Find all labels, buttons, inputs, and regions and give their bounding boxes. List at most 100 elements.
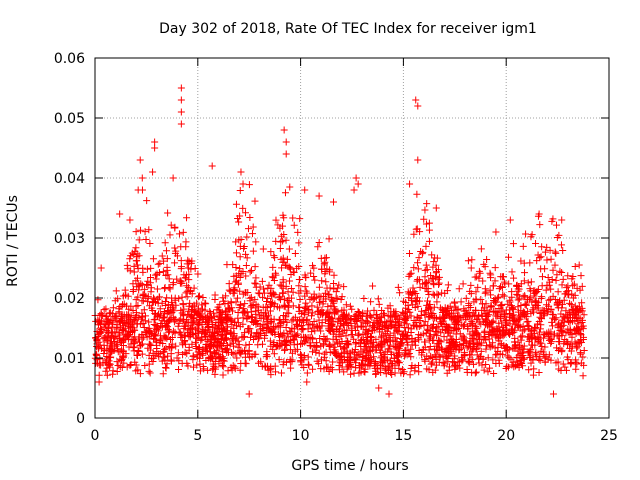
data-point [478,300,486,308]
data-point [354,315,362,323]
data-point [206,343,214,351]
data-point [395,349,403,357]
data-point [511,342,519,350]
data-point [357,322,365,330]
data-point [366,347,374,355]
data-point [430,331,438,339]
data-point [497,341,505,349]
data-point [254,335,262,343]
data-point [396,289,404,297]
data-point [509,358,517,366]
data-point [458,321,466,329]
data-point [186,324,194,332]
data-point [234,337,242,345]
data-point [556,267,564,275]
data-points [91,84,588,398]
data-point [141,317,149,325]
data-point [352,340,360,348]
data-point [149,168,157,176]
data-point [420,215,428,223]
data-point [147,330,155,338]
data-point [410,337,418,345]
data-point [455,285,463,293]
data-point [514,361,522,369]
data-point [482,345,490,353]
data-point [117,356,125,364]
data-point [575,303,583,311]
data-point [366,333,374,341]
data-point [159,268,167,276]
data-point [282,324,290,332]
data-point [555,365,563,373]
data-point [243,233,251,241]
data-point [552,314,560,322]
data-point [120,352,128,360]
data-point [255,334,263,342]
data-point [425,301,433,309]
data-point [327,322,335,330]
data-point [371,326,379,334]
data-point [424,313,432,321]
data-point [294,323,302,331]
data-point [344,363,352,371]
data-point [247,303,255,311]
data-point [150,331,158,339]
data-point [569,294,577,302]
data-point [372,335,380,343]
data-point [154,324,162,332]
data-point [308,321,316,329]
data-point [263,298,271,306]
y-tick-label: 0 [76,411,85,427]
data-point [501,310,509,318]
data-point [177,257,185,265]
data-point [374,365,382,373]
data-point [506,320,514,328]
data-point [192,338,200,346]
data-point [493,324,501,332]
data-point [578,282,586,290]
data-point [558,304,566,312]
data-point [413,298,421,306]
data-point [276,281,284,289]
data-point [479,277,487,285]
data-point [194,270,202,278]
data-point [557,323,565,331]
data-point [254,341,262,349]
data-point [381,363,389,371]
data-point [384,304,392,312]
data-point [275,356,283,364]
data-point [388,313,396,321]
data-point [198,301,206,309]
data-point [285,277,293,285]
data-point [413,225,421,233]
data-point [129,287,137,295]
data-point [552,276,560,284]
data-point [430,345,438,353]
data-point [343,326,351,334]
data-point [259,321,267,329]
data-point [239,267,247,275]
data-point [538,243,546,251]
data-point [498,301,506,309]
data-point [208,353,216,361]
data-point [183,350,191,358]
data-point [578,299,586,307]
data-point [543,256,551,264]
data-point [252,238,260,246]
data-point [130,324,138,332]
data-point [564,282,572,290]
data-point [177,243,185,251]
data-point [509,240,517,248]
data-point [210,362,218,370]
data-point [279,237,287,245]
data-point [296,276,304,284]
data-point [395,358,403,366]
data-point [433,298,441,306]
data-point [121,291,129,299]
data-point [519,327,527,335]
data-point [278,264,286,272]
data-point [524,307,532,315]
data-point [494,310,502,318]
data-point [531,298,539,306]
data-point [520,345,528,353]
